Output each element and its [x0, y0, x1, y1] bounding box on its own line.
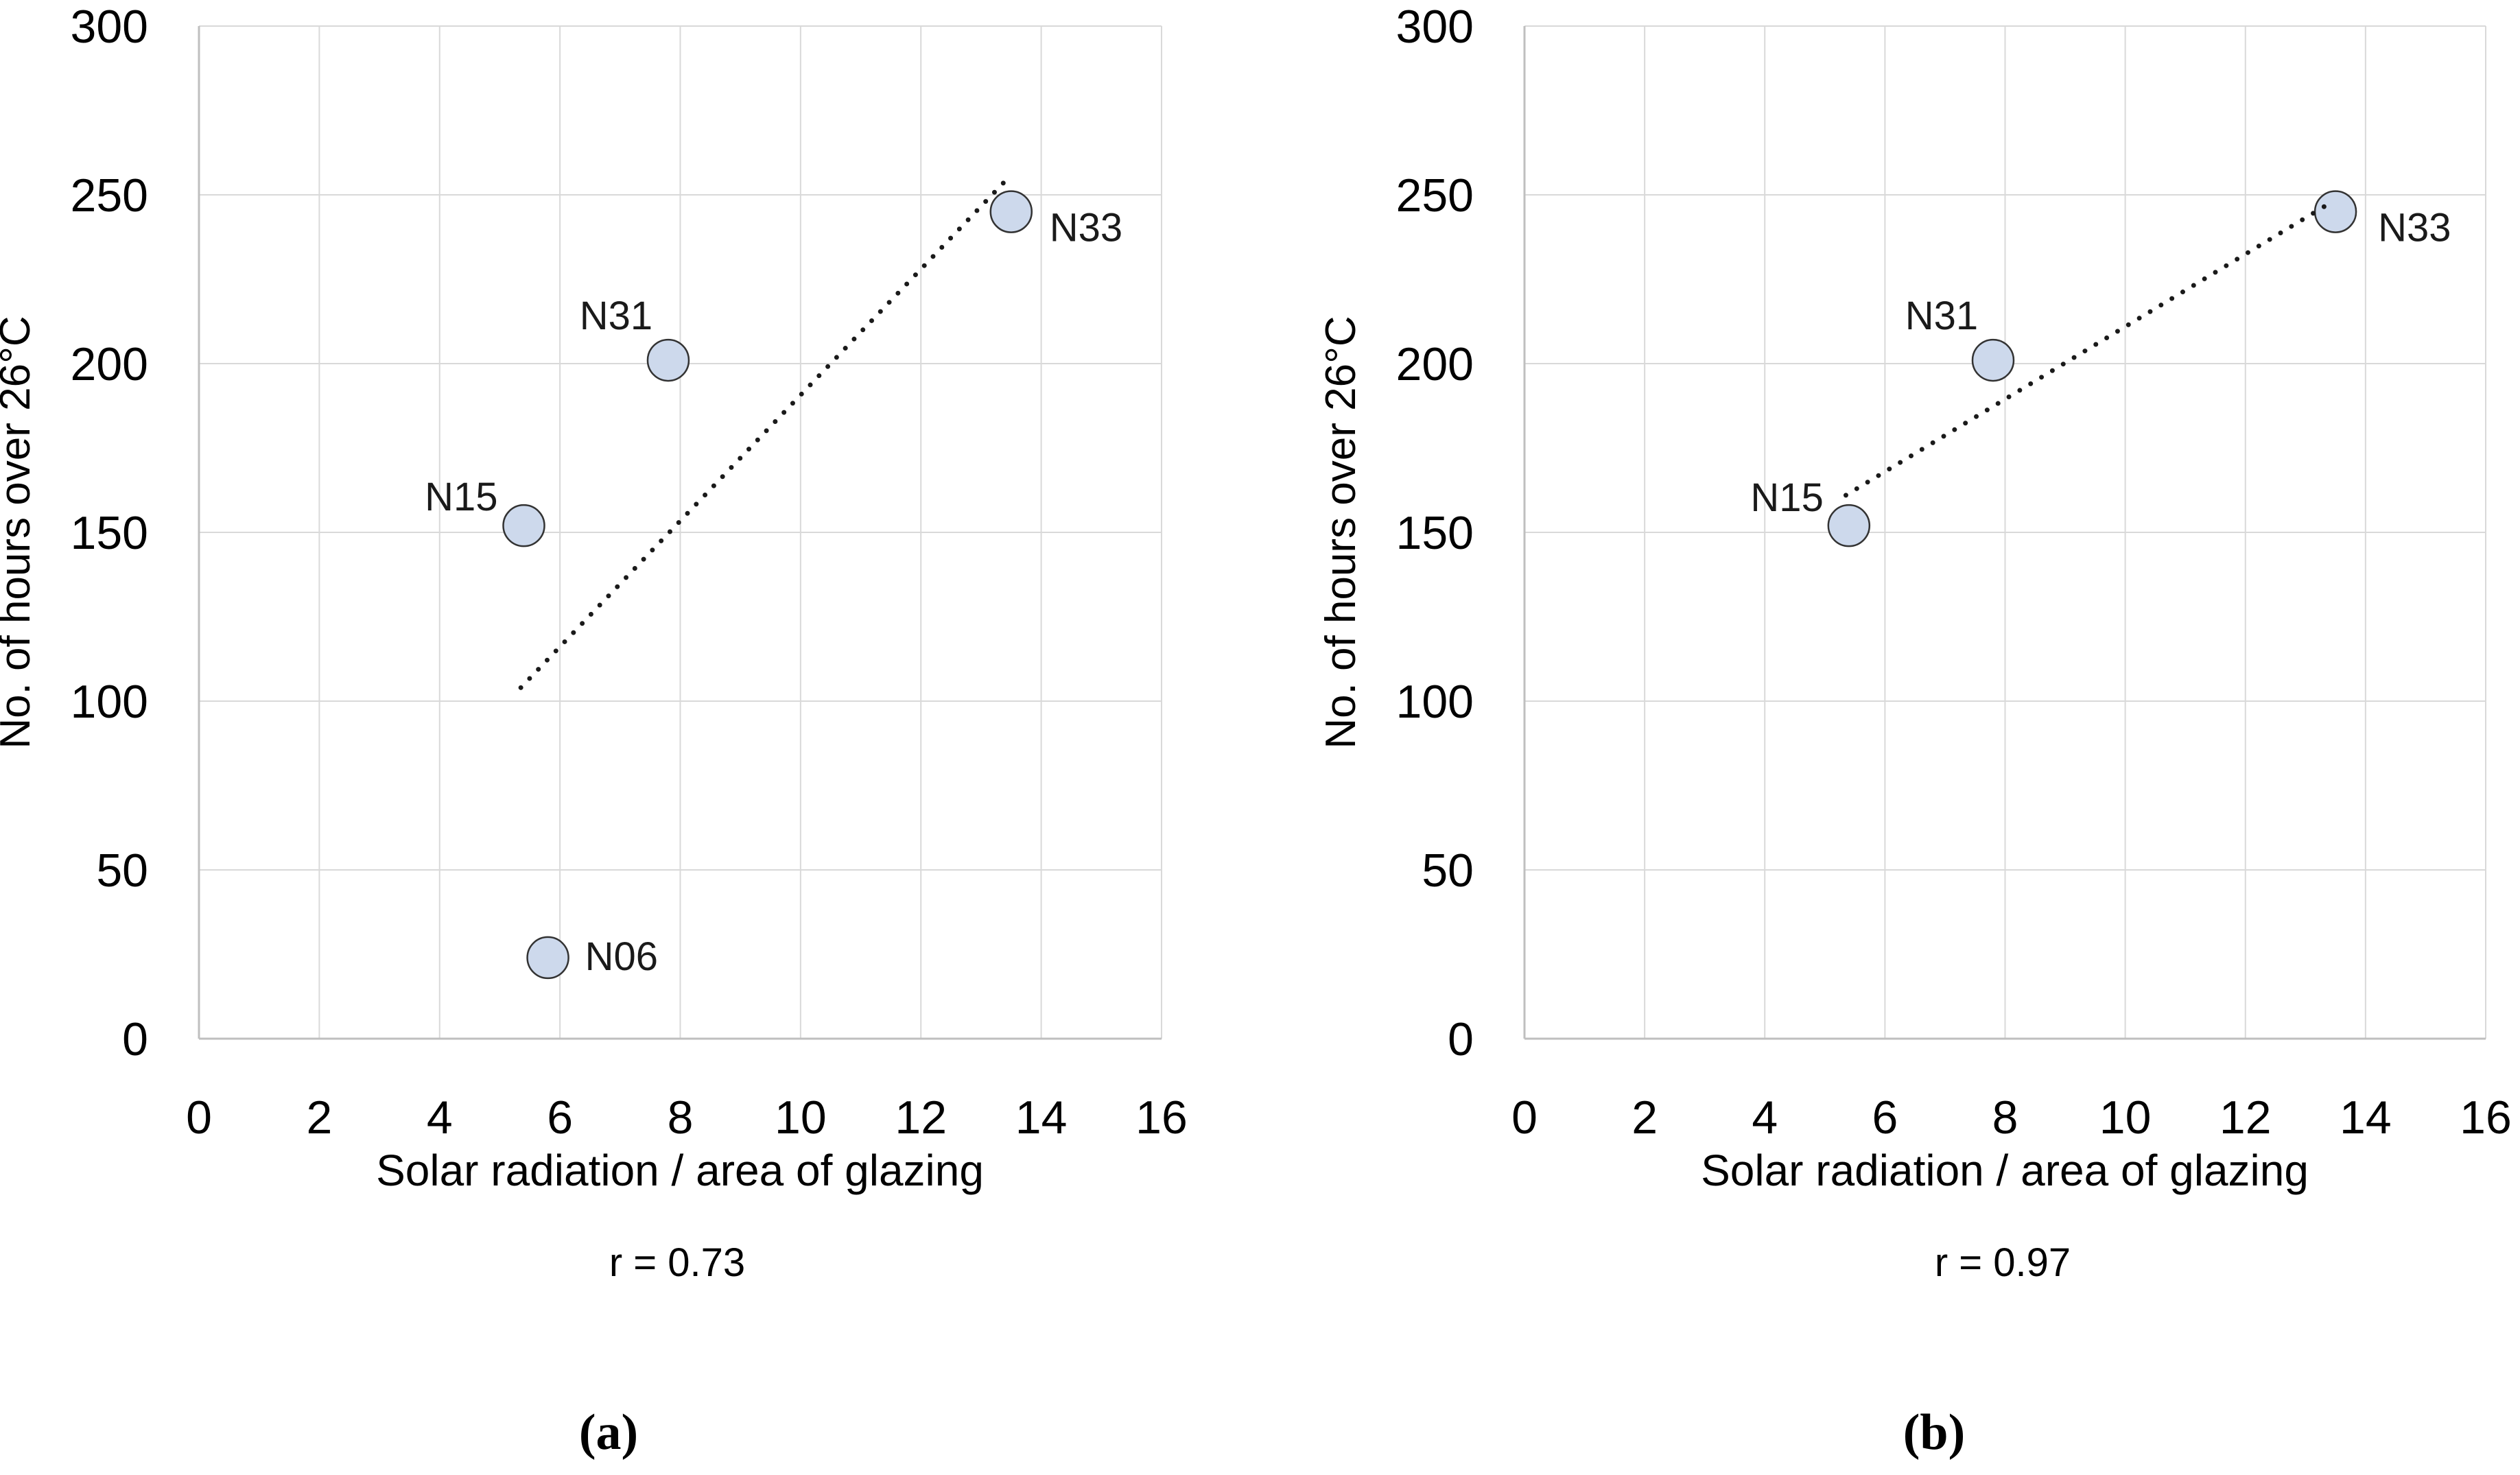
x-tick-label: 2 [1632, 1092, 1658, 1144]
y-tick-label: 300 [1396, 1, 1474, 53]
trendline [1843, 199, 2335, 498]
data-point-N15 [502, 504, 545, 547]
x-tick-label: 6 [1872, 1092, 1898, 1144]
data-point-label-N31: N31 [1905, 294, 1978, 338]
x-tick-label: 8 [668, 1092, 694, 1144]
panel-b-plot: 0 50 100 150 200 250 300 0 2 4 6 8 10 12 14 16 N15 N31 N33 [1396, 1, 2512, 1144]
y-tick-label: 50 [1422, 845, 1474, 897]
panel-caption-a: (a) [579, 1404, 638, 1461]
y-tick-label: 150 [1396, 507, 1474, 559]
x-tick-label: 12 [2219, 1092, 2272, 1144]
y-tick-label: 0 [122, 1013, 148, 1065]
y-tick-label: 100 [71, 676, 148, 728]
y-tick-label: 250 [71, 169, 148, 222]
y-tick-label: 250 [1396, 169, 1474, 222]
data-point-N06 [526, 936, 569, 980]
data-point-N15 [1827, 504, 1871, 547]
x-axis-title-b: Solar radiation / area of glazing [1701, 1146, 2309, 1195]
data-point-label-N15: N15 [1750, 475, 1823, 520]
y-tick-label: 0 [1448, 1013, 1474, 1065]
x-tick-label: 14 [2340, 1092, 2392, 1144]
data-point-N33 [2313, 190, 2357, 233]
x-tick-label: 12 [895, 1092, 947, 1144]
y-axis-title-b: No. of hours over 26°C [1317, 316, 1365, 748]
data-point-label-N33: N33 [2378, 206, 2451, 250]
x-tick-label: 10 [2099, 1092, 2152, 1144]
y-tick-label: 50 [96, 845, 148, 897]
data-point-label-N31: N31 [580, 294, 652, 338]
x-tick-label: 2 [306, 1092, 332, 1144]
y-tick-label: 100 [1396, 676, 1474, 728]
trendline [518, 175, 1011, 690]
x-tick-label: 6 [547, 1092, 573, 1144]
x-axis-title-a: Solar radiation / area of glazing [376, 1146, 984, 1195]
x-tick-label: 0 [186, 1092, 212, 1144]
x-tick-label: 16 [1135, 1092, 1188, 1144]
y-tick-label: 150 [71, 507, 148, 559]
x-tick-label: 4 [427, 1092, 453, 1144]
y-tick-label: 300 [71, 1, 148, 53]
x-tick-label: 16 [2460, 1092, 2512, 1144]
correlation-label-b: r = 0.97 [1935, 1240, 2071, 1285]
y-tick-label: 200 [71, 338, 148, 390]
data-point-N33 [989, 190, 1033, 233]
data-point-N31 [1971, 338, 2015, 382]
panel-caption-b: (b) [1903, 1404, 1965, 1461]
x-tick-label: 8 [1992, 1092, 2018, 1144]
x-tick-label: 0 [1511, 1092, 1538, 1144]
x-tick-label: 10 [775, 1092, 827, 1144]
y-axis-title-a: No. of hours over 26°C [0, 316, 39, 748]
x-tick-label: 14 [1015, 1092, 1068, 1144]
data-point-label-N06: N06 [585, 934, 658, 979]
correlation-label-a: r = 0.73 [609, 1240, 745, 1285]
y-tick-label: 200 [1396, 338, 1474, 390]
data-point-label-N33: N33 [1050, 206, 1122, 250]
data-point-N31 [646, 338, 690, 382]
data-point-label-N15: N15 [425, 475, 497, 519]
x-tick-label: 4 [1752, 1092, 1778, 1144]
panel-a-plot: 0 50 100 150 200 250 300 0 2 4 6 8 10 12 14 16 N15 N31 N33… [71, 1, 1188, 1144]
